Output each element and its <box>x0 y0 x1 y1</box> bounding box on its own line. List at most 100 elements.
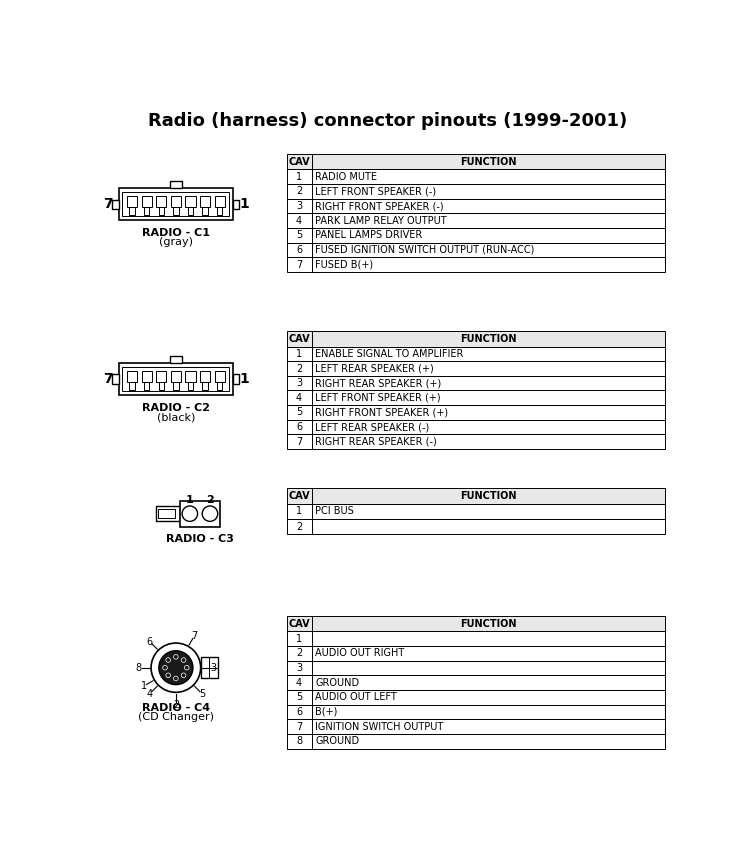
Text: 1: 1 <box>296 172 302 182</box>
Text: GROUND: GROUND <box>315 736 360 746</box>
Text: FUNCTION: FUNCTION <box>460 619 516 629</box>
Text: 6: 6 <box>296 245 302 255</box>
Text: 3: 3 <box>210 662 216 673</box>
Bar <box>287 362 665 376</box>
Bar <box>141 197 152 207</box>
Text: PCI BUS: PCI BUS <box>315 506 354 517</box>
Bar <box>129 382 135 389</box>
Text: CAV: CAV <box>288 334 310 344</box>
Circle shape <box>151 643 200 693</box>
Text: 2: 2 <box>173 700 179 710</box>
Bar <box>287 519 665 534</box>
Text: LEFT FRONT SPEAKER (+): LEFT FRONT SPEAKER (+) <box>315 393 441 403</box>
Circle shape <box>181 658 186 662</box>
Text: 5: 5 <box>296 693 302 702</box>
Text: AUDIO OUT LEFT: AUDIO OUT LEFT <box>315 693 397 702</box>
Bar <box>158 509 175 518</box>
Circle shape <box>182 506 197 521</box>
Bar <box>203 382 208 389</box>
Bar <box>287 631 665 646</box>
Text: 1: 1 <box>186 495 194 505</box>
Circle shape <box>174 676 178 681</box>
Text: 7: 7 <box>296 437 302 447</box>
Bar <box>200 371 210 382</box>
Text: (black): (black) <box>156 412 195 422</box>
Text: 5: 5 <box>296 407 302 417</box>
Text: 4: 4 <box>296 216 302 225</box>
Bar <box>200 657 218 679</box>
Bar <box>287 690 665 705</box>
Text: RADIO - C3: RADIO - C3 <box>166 534 234 544</box>
Text: (gray): (gray) <box>159 238 193 247</box>
Text: RADIO - C4: RADIO - C4 <box>142 703 210 713</box>
Text: 6: 6 <box>296 422 302 432</box>
Circle shape <box>181 673 186 678</box>
Text: RADIO - C2: RADIO - C2 <box>142 403 210 413</box>
Bar <box>287 646 665 661</box>
Text: LEFT REAR SPEAKER (-): LEFT REAR SPEAKER (-) <box>315 422 429 432</box>
Bar <box>156 506 180 521</box>
Text: 5: 5 <box>296 231 302 240</box>
Circle shape <box>163 665 167 670</box>
Text: PARK LAMP RELAY OUTPUT: PARK LAMP RELAY OUTPUT <box>315 216 447 225</box>
Bar <box>171 197 181 207</box>
Text: 1: 1 <box>239 197 249 212</box>
Bar <box>156 197 166 207</box>
Circle shape <box>202 506 218 521</box>
Bar <box>287 405 665 420</box>
Circle shape <box>166 673 171 678</box>
Text: FUNCTION: FUNCTION <box>460 157 516 166</box>
Text: 2: 2 <box>296 522 302 531</box>
Text: LEFT FRONT SPEAKER (-): LEFT FRONT SPEAKER (-) <box>315 186 436 197</box>
Text: 3: 3 <box>296 663 302 673</box>
Bar <box>113 375 119 383</box>
Bar <box>187 207 194 215</box>
Text: GROUND: GROUND <box>315 678 360 688</box>
Text: RIGHT REAR SPEAKER (-): RIGHT REAR SPEAKER (-) <box>315 437 437 447</box>
Bar <box>200 197 210 207</box>
Bar <box>233 199 240 209</box>
Text: 1: 1 <box>239 372 249 386</box>
Text: RIGHT REAR SPEAKER (+): RIGHT REAR SPEAKER (+) <box>315 378 442 388</box>
Bar <box>127 371 137 382</box>
Text: PANEL LAMPS DRIVER: PANEL LAMPS DRIVER <box>315 231 423 240</box>
Text: RIGHT FRONT SPEAKER (-): RIGHT FRONT SPEAKER (-) <box>315 201 444 211</box>
Bar <box>203 207 208 215</box>
Bar <box>287 420 665 434</box>
Bar <box>215 371 225 382</box>
Text: RADIO MUTE: RADIO MUTE <box>315 172 377 182</box>
Bar <box>119 188 233 220</box>
Bar <box>287 331 665 347</box>
Text: LEFT REAR SPEAKER (+): LEFT REAR SPEAKER (+) <box>315 363 434 374</box>
Bar <box>144 207 150 215</box>
Bar <box>233 375 240 383</box>
Bar <box>185 197 196 207</box>
Bar <box>171 371 181 382</box>
Bar <box>185 371 196 382</box>
Bar <box>287 705 665 720</box>
Bar <box>287 199 665 213</box>
Text: 2: 2 <box>296 363 302 374</box>
Text: 7: 7 <box>191 630 197 641</box>
Bar <box>113 199 119 209</box>
Bar <box>287 504 665 519</box>
Text: 8: 8 <box>296 736 302 746</box>
Bar <box>156 371 166 382</box>
Text: 3: 3 <box>296 201 302 211</box>
Bar <box>287 169 665 184</box>
Circle shape <box>174 655 178 659</box>
Bar <box>169 355 182 362</box>
Bar <box>287 616 665 631</box>
Bar <box>287 675 665 690</box>
Bar <box>287 434 665 449</box>
Circle shape <box>166 658 171 662</box>
Text: 1: 1 <box>296 349 302 359</box>
Text: IGNITION SWITCH OUTPUT: IGNITION SWITCH OUTPUT <box>315 721 444 732</box>
Bar <box>122 367 229 391</box>
Bar <box>287 661 665 675</box>
Bar <box>215 197 225 207</box>
Text: CAV: CAV <box>288 619 310 629</box>
Bar <box>173 382 178 389</box>
Text: 1: 1 <box>296 506 302 517</box>
Text: 2: 2 <box>296 186 302 197</box>
